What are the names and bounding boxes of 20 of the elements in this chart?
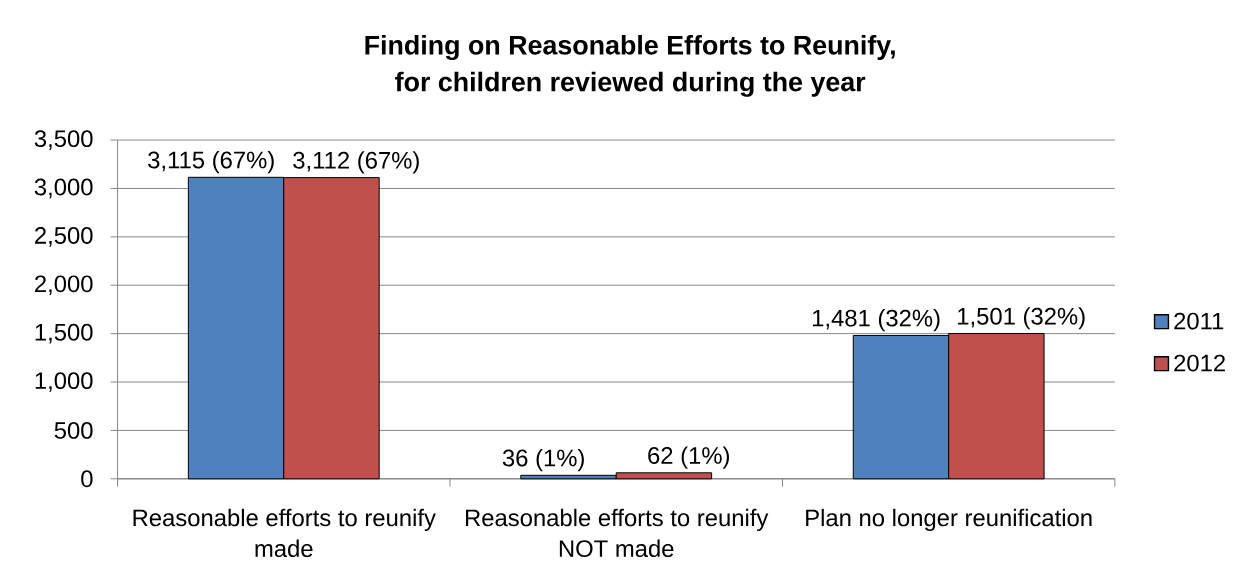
data-label: 3,115 (67%) xyxy=(148,150,274,174)
y-tick-label: 2,000 xyxy=(35,275,93,295)
data-label: 1,501 (32%) xyxy=(958,307,1085,330)
y-tick-label: 3,000 xyxy=(34,178,93,199)
x-tick-label: Reasonable efforts to reunify NOT made xyxy=(465,508,769,558)
y-tick-label: 1,000 xyxy=(35,372,93,392)
data-label: 1,481 (32%) xyxy=(813,308,940,332)
x-tick-label: Reasonable efforts to reunify made xyxy=(133,508,436,558)
y-tick-label: 500 xyxy=(54,421,93,439)
legend-label: 2011 xyxy=(1174,312,1224,330)
data-label: 3,112 (67%) xyxy=(293,151,419,174)
data-label: 36 (1%) xyxy=(502,448,584,472)
data-label: 62 (1%) xyxy=(648,446,729,469)
y-tick-label: 2,500 xyxy=(35,226,93,247)
y-tick-label: 0 xyxy=(81,470,93,488)
legend-label: 2012 xyxy=(1174,354,1225,372)
y-tick-label: 1,500 xyxy=(35,323,93,344)
chart-title: Finding on Reasonable Efforts to Reunify, for children reviewed during the year xyxy=(365,34,895,97)
x-tick-label: Plan no longer reunification xyxy=(806,508,1092,531)
y-tick-label: 3,500 xyxy=(34,130,93,150)
